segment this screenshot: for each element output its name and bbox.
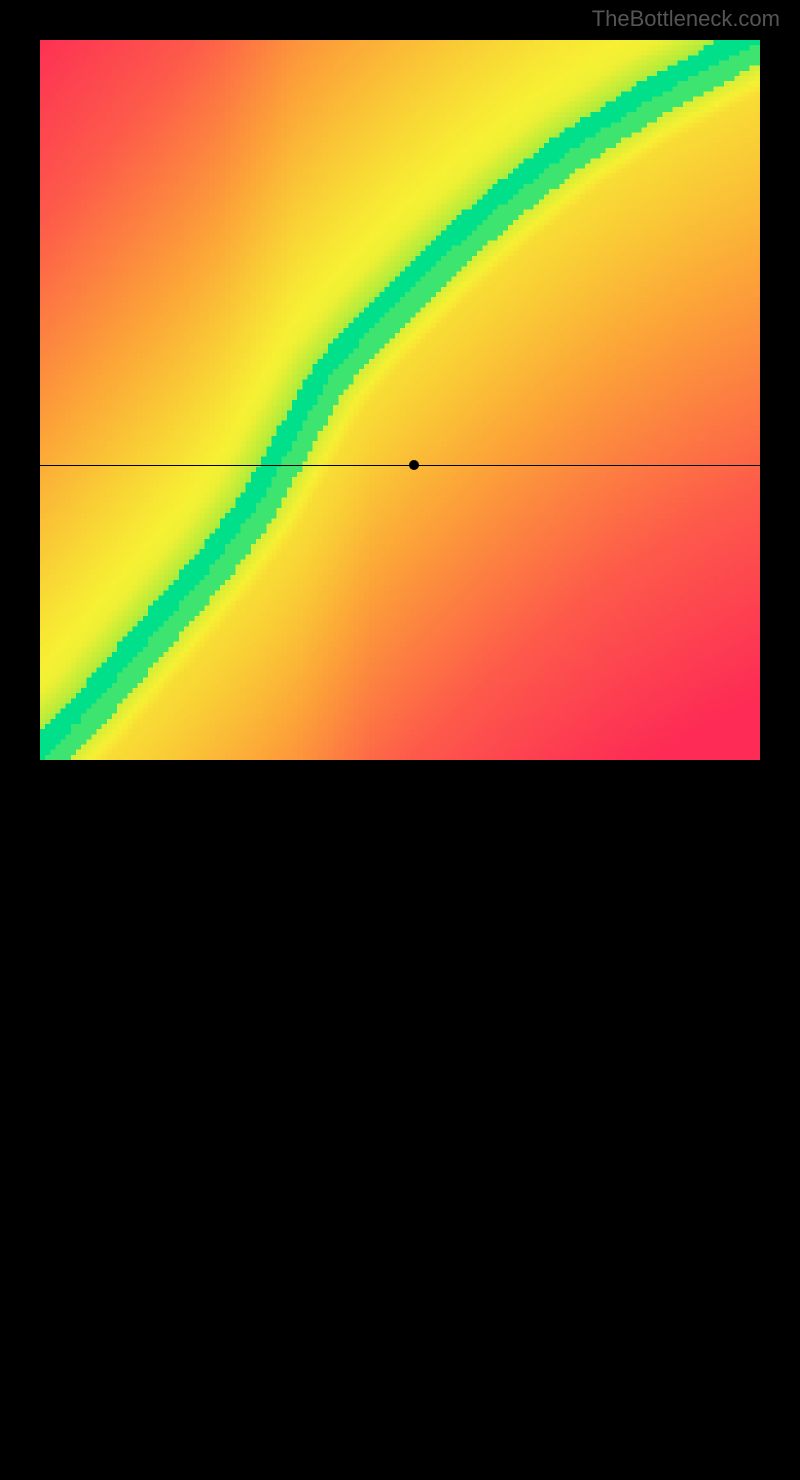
- crosshair-vertical: [414, 760, 415, 1480]
- crosshair-horizontal: [40, 465, 760, 466]
- selection-marker-dot: [409, 460, 419, 470]
- bottleneck-heatmap-plot: [40, 40, 760, 760]
- watermark-text: TheBottleneck.com: [592, 6, 780, 32]
- heatmap-canvas: [40, 40, 760, 760]
